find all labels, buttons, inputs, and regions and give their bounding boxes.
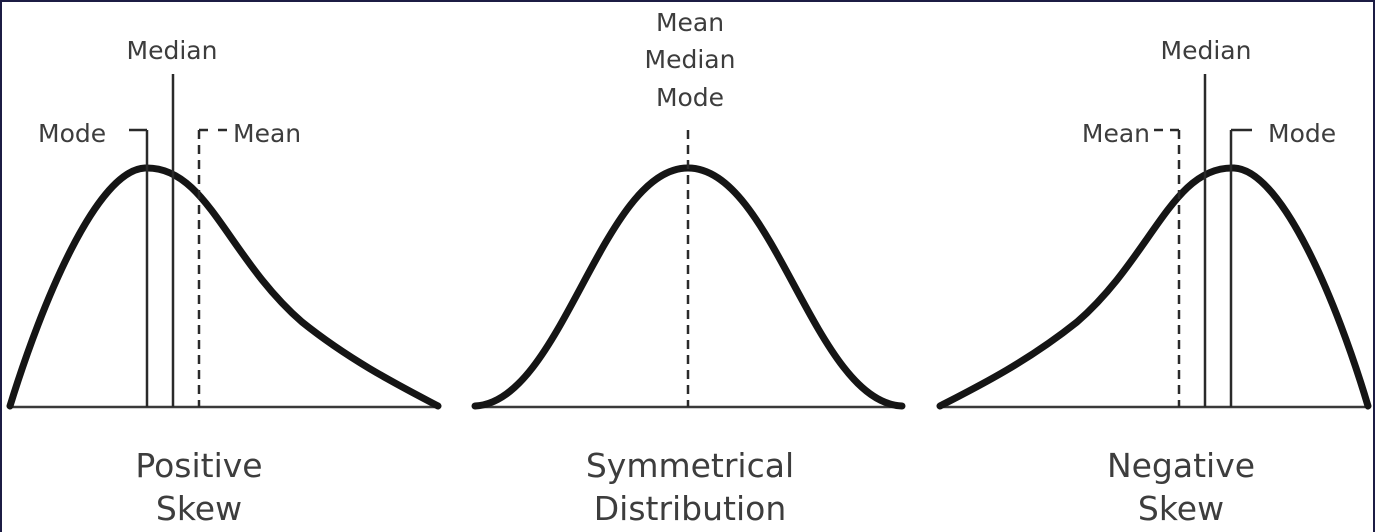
symmetrical-median-label: Median [645,45,736,74]
positive-skew-curve [6,164,442,410]
positive-skew-mean-label: Mean [233,119,301,148]
negative-skew-caption-line2: Skew [1138,489,1224,528]
negative-skew-median-label: Median [1161,36,1252,65]
positive-skew-caption-line1: Positive [135,446,262,485]
positive-skew-mode-label: Mode [38,119,106,148]
negative-skew-mode-label: Mode [1268,119,1336,148]
symmetrical-mode-label: Mode [656,83,724,112]
positive-skew-median-label: Median [127,36,218,65]
symmetrical-panel: Mean Median Mode Symmetrical Distributio… [471,8,906,528]
positive-skew-panel: Mode Median Mean Positive Skew [6,36,442,528]
negative-skew-curve [936,164,1372,410]
negative-skew-caption-line1: Negative [1107,446,1255,485]
symmetrical-caption-line2: Distribution [594,489,787,528]
negative-skew-mean-label: Mean [1082,119,1150,148]
symmetrical-mean-label: Mean [656,8,724,37]
positive-skew-caption-line2: Skew [156,489,242,528]
negative-skew-panel: Median Mean Mode Negative Skew [936,36,1372,528]
symmetrical-caption-line1: Symmetrical [586,446,794,485]
